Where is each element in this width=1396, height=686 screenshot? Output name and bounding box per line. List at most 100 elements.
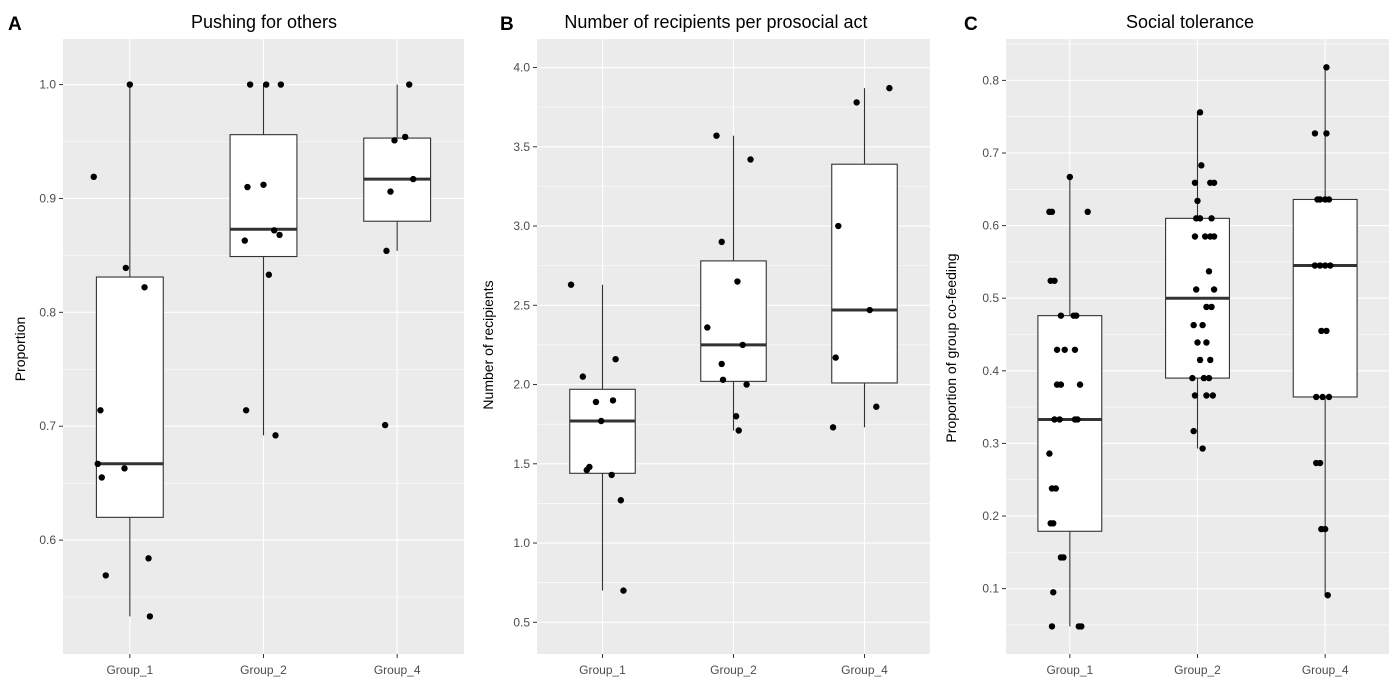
- data-point: [1323, 64, 1330, 71]
- data-point: [1050, 520, 1057, 527]
- data-point: [1084, 208, 1091, 216]
- data-point: [1191, 392, 1199, 399]
- data-point: [719, 376, 727, 383]
- panel-letter-a: A: [8, 14, 22, 35]
- data-point: [835, 222, 842, 230]
- y-tick-label: 3.0: [513, 219, 530, 233]
- data-point: [1316, 196, 1324, 203]
- data-point: [1196, 356, 1204, 364]
- data-point: [122, 264, 130, 272]
- data-point: [126, 81, 134, 88]
- data-point: [94, 460, 101, 468]
- data-point: [1316, 262, 1324, 269]
- panel-a: A Pushing for others Proportion 0.60.70.…: [8, 12, 464, 677]
- panel-a-title: Pushing for others: [191, 12, 337, 32]
- data-point: [1057, 381, 1065, 388]
- panel-b: B Number of recipients per prosocial act…: [480, 12, 930, 677]
- data-point: [1052, 485, 1059, 492]
- data-point: [242, 407, 250, 414]
- panel-a-points: [90, 81, 417, 620]
- data-point: [391, 137, 398, 144]
- data-point: [1316, 459, 1324, 467]
- y-tick-label: 1.0: [513, 536, 530, 550]
- y-tick-label: 0.8: [982, 73, 999, 87]
- data-point: [1318, 327, 1325, 335]
- data-point: [277, 81, 285, 88]
- x-tick-label: Group_4: [1302, 663, 1349, 677]
- data-point: [718, 238, 725, 246]
- data-point: [1208, 303, 1215, 311]
- data-point: [241, 237, 248, 244]
- data-point: [90, 173, 97, 181]
- panel-b-title: Number of recipients per prosocial act: [564, 12, 867, 32]
- data-point: [1191, 179, 1199, 186]
- y-tick-label: 1.0: [39, 78, 56, 92]
- panel-c: C Social tolerance Proportion of group c…: [943, 12, 1389, 677]
- data-point: [405, 81, 413, 88]
- data-point: [1319, 393, 1326, 401]
- data-point: [832, 354, 839, 361]
- data-point: [617, 497, 625, 504]
- data-point: [1324, 591, 1331, 599]
- y-tick-label: 0.4: [982, 364, 999, 378]
- data-point: [1073, 312, 1080, 319]
- data-point: [1051, 277, 1058, 284]
- data-point: [270, 227, 278, 234]
- data-point: [1311, 262, 1319, 269]
- data-point: [1048, 623, 1056, 630]
- data-point: [387, 188, 394, 195]
- data-point: [1190, 321, 1197, 329]
- data-point: [141, 284, 148, 291]
- data-point: [1066, 173, 1074, 181]
- data-point: [410, 175, 417, 183]
- data-point: [620, 587, 627, 594]
- data-point: [1061, 346, 1068, 353]
- data-point: [1050, 589, 1057, 596]
- data-point: [734, 278, 741, 285]
- data-point: [1323, 130, 1330, 137]
- data-point: [1207, 356, 1214, 364]
- data-point: [1189, 374, 1196, 382]
- data-point: [1203, 303, 1210, 311]
- data-point: [583, 466, 590, 474]
- x-tick-label: Group_2: [240, 663, 287, 677]
- box-iqr: [1037, 315, 1103, 532]
- panel-letter-c: C: [964, 14, 978, 35]
- y-tick-label: 0.5: [982, 291, 999, 305]
- data-point: [1325, 393, 1333, 401]
- data-point: [1203, 392, 1210, 399]
- data-point: [276, 231, 283, 239]
- data-point: [609, 397, 617, 404]
- panel-a-ylabel: Proportion: [12, 317, 28, 382]
- data-point: [146, 613, 154, 620]
- data-point: [1071, 346, 1079, 353]
- data-point: [853, 99, 860, 106]
- data-point: [265, 271, 273, 278]
- x-tick-label: Group_4: [374, 663, 421, 677]
- data-point: [1198, 162, 1205, 169]
- data-point: [1194, 197, 1201, 205]
- x-tick-label: Group_1: [106, 663, 153, 677]
- data-point: [567, 281, 575, 288]
- data-point: [262, 81, 270, 88]
- y-tick-label: 0.3: [982, 436, 999, 450]
- data-point: [1210, 233, 1218, 240]
- y-tick-label: 0.6: [982, 219, 999, 233]
- data-point: [873, 403, 880, 410]
- panel-c-ticks: 0.1 0.2 0.3 0.4 0.5 0.6 0.7 0.8 Group_1 Group_2 Gr…: [982, 73, 1349, 677]
- y-tick-label: 0.6: [39, 533, 56, 547]
- data-point: [1327, 262, 1334, 269]
- data-point: [1323, 327, 1330, 335]
- y-tick-label: 0.5: [513, 615, 530, 629]
- data-point: [244, 183, 251, 191]
- panel-b-ticks: 0.5 1.0 1.5 2.0 2.5 3.0 3.5 4.0 Group_1 Group_2 Gr…: [513, 61, 888, 677]
- data-point: [1193, 286, 1200, 293]
- data-point: [597, 417, 605, 425]
- panel-a-ticks: 0.6 0.7 0.8 0.9 1.0 Group_1 Group_2 Group_4: [39, 78, 421, 677]
- data-point: [1046, 450, 1053, 457]
- data-point: [145, 555, 152, 562]
- data-point: [1205, 374, 1213, 382]
- data-point: [1076, 381, 1084, 388]
- data-point: [98, 474, 105, 481]
